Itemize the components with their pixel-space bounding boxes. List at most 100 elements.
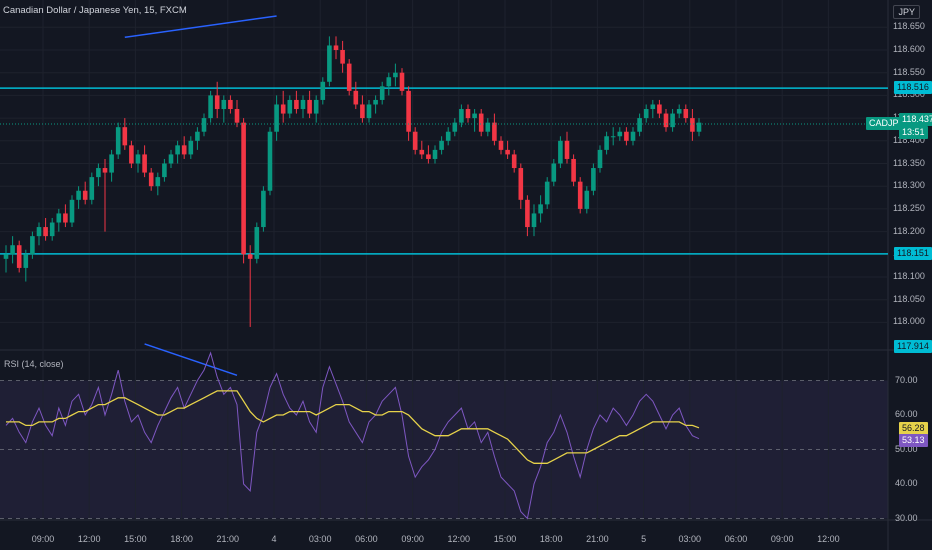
candle-body xyxy=(234,109,240,123)
candlestick xyxy=(478,109,484,137)
candle-body xyxy=(393,72,398,78)
price-tick-label: 118.100 xyxy=(893,271,925,281)
candlestick xyxy=(696,118,702,137)
candlestick xyxy=(445,127,451,146)
candlestick xyxy=(624,127,629,146)
time-tick-label: 12:00 xyxy=(447,534,471,544)
candle-body xyxy=(650,104,656,110)
candle-body xyxy=(208,95,213,119)
time-tick-label: 21:00 xyxy=(586,534,609,544)
candle-body xyxy=(452,122,458,132)
price-tick-label: 118.250 xyxy=(893,202,925,213)
time-tick-label: 18:00 xyxy=(170,534,193,544)
symbol-tag[interactable]: CADJPY xyxy=(866,117,908,130)
candlestick xyxy=(135,149,141,173)
candle-body xyxy=(373,99,378,105)
candle-body xyxy=(49,222,55,237)
candle-body xyxy=(313,99,319,114)
price-tick-label: 118.500 xyxy=(893,89,925,100)
time-tick-label: 06:00 xyxy=(355,534,378,544)
candle-body xyxy=(102,168,108,173)
candle-body xyxy=(399,72,405,91)
rsi-tick-label: 40.00 xyxy=(895,478,918,488)
price-tick-label: 118.050 xyxy=(893,293,925,304)
rsi-indicator-title[interactable]: RSI (14, close) xyxy=(4,359,64,369)
candlestick xyxy=(129,140,134,169)
candlestick xyxy=(379,81,385,105)
candle-body xyxy=(10,245,15,255)
rsi-ma-tag: 56.28 xyxy=(899,421,928,435)
candlestick xyxy=(307,90,312,119)
candle-body xyxy=(247,254,253,259)
currency-button[interactable]: JPY xyxy=(893,5,920,19)
candlestick xyxy=(353,81,359,110)
candlestick xyxy=(115,122,121,159)
candlestick xyxy=(399,68,405,96)
candlestick xyxy=(386,72,392,96)
candle-body xyxy=(432,149,438,159)
candle-body xyxy=(241,122,246,255)
candle-body xyxy=(657,104,662,114)
candle-body xyxy=(544,181,550,205)
candle-body xyxy=(597,149,603,169)
time-tick-label: 09:00 xyxy=(401,534,424,544)
candlestick xyxy=(690,109,695,141)
candlestick xyxy=(630,127,636,146)
countdown-tag: 13:51 xyxy=(899,126,928,139)
price-tick-label: 118.000 xyxy=(893,316,925,327)
candle-body xyxy=(63,213,68,223)
candle-body xyxy=(419,149,425,155)
candlestick xyxy=(643,104,649,123)
candlestick xyxy=(584,186,590,214)
candle-body xyxy=(406,90,411,132)
time-tick-label: 18:00 xyxy=(539,534,563,544)
candlestick xyxy=(412,127,418,155)
time-tick-label: 03:00 xyxy=(308,534,332,544)
candle-body xyxy=(122,127,128,146)
divergence-trend-line xyxy=(144,343,238,377)
time-tick-label: 15:00 xyxy=(493,534,517,544)
candle-body xyxy=(353,90,359,105)
candle-body xyxy=(478,113,484,132)
candlestick xyxy=(267,127,273,196)
price-tick-label: 118.200 xyxy=(893,225,925,236)
candle-body xyxy=(162,163,167,178)
last-price-tag: 118.437 xyxy=(899,113,932,126)
candlestick xyxy=(432,145,438,164)
candlestick xyxy=(69,195,75,228)
candle-body xyxy=(360,104,365,119)
candlestick xyxy=(280,90,286,123)
candle-body xyxy=(201,118,207,132)
candlestick xyxy=(16,240,22,273)
candlestick xyxy=(610,127,616,146)
candle-body xyxy=(643,109,649,119)
candle-body xyxy=(498,140,504,150)
candlestick xyxy=(525,195,530,237)
candlestick xyxy=(287,95,293,119)
candlestick xyxy=(465,104,471,123)
candlestick xyxy=(637,113,642,137)
candle-body xyxy=(228,99,233,110)
candlestick xyxy=(505,140,510,159)
candlestick xyxy=(511,149,517,173)
candle-body xyxy=(135,154,141,164)
candlestick xyxy=(360,95,365,123)
candlestick xyxy=(208,90,213,123)
candle-body xyxy=(261,190,266,228)
candle-body xyxy=(690,118,695,132)
candlestick xyxy=(485,118,491,137)
candlestick xyxy=(683,104,689,123)
candle-body xyxy=(610,136,616,138)
time-tick-label: 06:00 xyxy=(724,534,748,544)
candle-body xyxy=(320,81,326,100)
candlestick xyxy=(228,95,233,114)
candlestick xyxy=(10,236,15,264)
candle-body xyxy=(175,145,180,155)
rsi-tick-label: 70.00 xyxy=(895,374,918,385)
rsi-value-tag: 53.13 xyxy=(899,433,928,447)
candle-body xyxy=(69,199,75,223)
candlestick xyxy=(419,140,425,159)
candle-body xyxy=(663,113,669,128)
candle-body xyxy=(564,140,570,159)
